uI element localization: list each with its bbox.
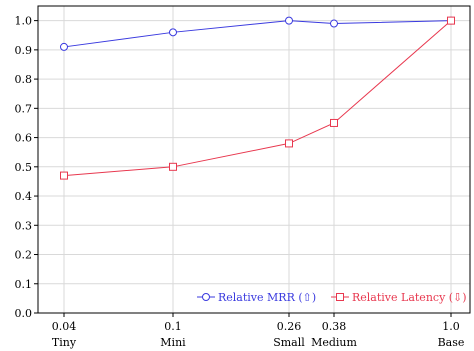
x-category-label: Tiny: [52, 336, 77, 349]
series-2-point: [331, 119, 338, 126]
x-category-label: Mini: [160, 336, 186, 349]
x-tick-label: 0.26: [277, 320, 302, 333]
y-tick-label: 0.5: [15, 161, 33, 174]
x-category-label: Small: [273, 336, 305, 349]
y-tick-label: 0.3: [15, 219, 33, 232]
series-2-point: [286, 140, 293, 147]
legend-marker-1: [203, 294, 210, 301]
x-category-label: Base: [438, 336, 465, 349]
y-tick-label: 0.2: [15, 249, 33, 262]
y-tick-label: 0.9: [15, 44, 33, 57]
series-1-point: [170, 29, 177, 36]
y-tick-label: 1.0: [15, 15, 33, 28]
y-tick-label: 0.4: [15, 190, 33, 203]
series-2-point: [170, 163, 177, 170]
legend-label-2: Relative Latency (⇩): [352, 291, 467, 304]
series-1-point: [61, 43, 68, 50]
y-tick-label: 0.7: [15, 102, 33, 115]
y-tick-label: 0.0: [15, 307, 33, 320]
y-tick-label: 0.8: [15, 73, 33, 86]
series-1-point: [286, 17, 293, 24]
x-category-label: Medium: [311, 336, 357, 349]
x-tick-label: 0.38: [322, 320, 347, 333]
x-tick-label: 0.1: [164, 320, 182, 333]
x-tick-label: 0.04: [52, 320, 77, 333]
legend-label-1: Relative MRR (⇧): [218, 291, 316, 304]
x-tick-label: 1.0: [442, 320, 460, 333]
y-tick-label: 0.6: [15, 132, 33, 145]
legend-marker-2: [337, 294, 344, 301]
series-2-point: [448, 17, 455, 24]
series-2-point: [61, 172, 68, 179]
y-tick-label: 0.1: [15, 278, 33, 291]
series-1-point: [331, 20, 338, 27]
